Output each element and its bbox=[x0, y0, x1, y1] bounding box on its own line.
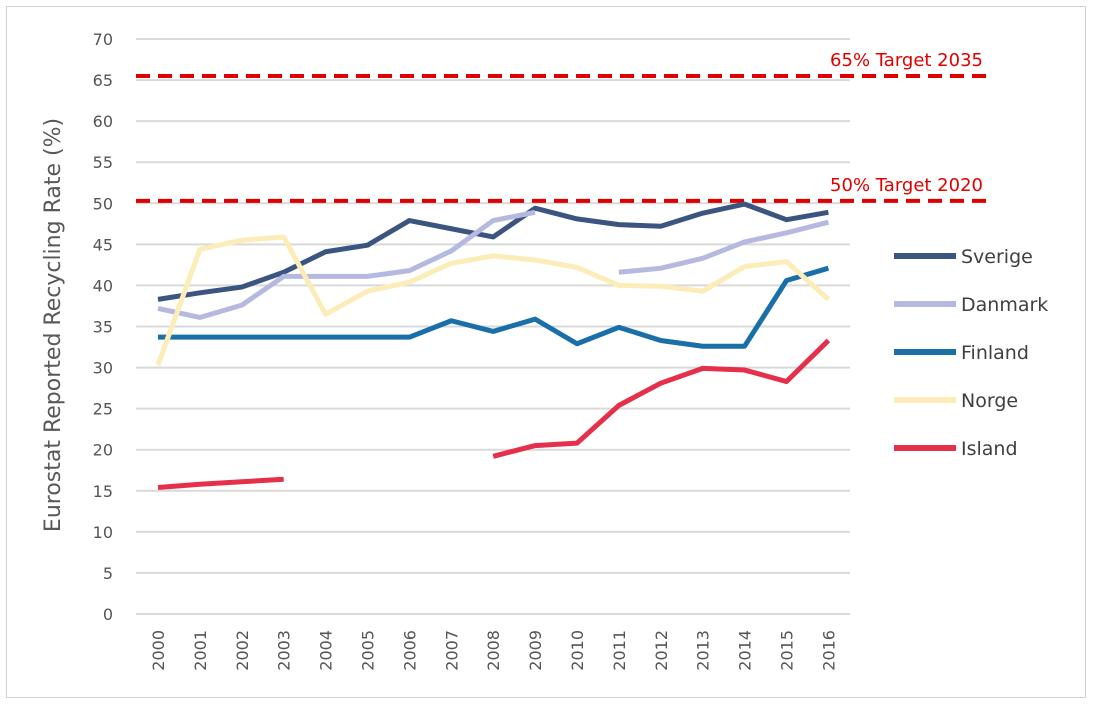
x-tick-label: 2007 bbox=[442, 630, 461, 671]
legend-label: Island bbox=[961, 438, 1018, 460]
x-tick-label: 2011 bbox=[610, 630, 629, 671]
chart-frame bbox=[6, 6, 1086, 698]
x-tick-label: 2009 bbox=[526, 630, 545, 671]
x-tick-label: 2000 bbox=[149, 630, 168, 671]
target-label: 65% Target 2035 bbox=[830, 50, 983, 71]
y-tick-label: 20 bbox=[93, 441, 113, 460]
y-tick-label: 15 bbox=[93, 482, 113, 501]
y-axis-ticks: 0 5 10 15 20 25 30 35 40 45 50 55 60 65 70 bbox=[93, 30, 113, 624]
series-lines bbox=[155, 201, 831, 490]
series-line-danmark bbox=[618, 219, 830, 275]
x-tick-label: 2004 bbox=[317, 630, 336, 671]
y-tick-label: 0 bbox=[103, 605, 113, 624]
y-tick-label: 10 bbox=[93, 523, 113, 542]
y-tick-label: 25 bbox=[93, 400, 113, 419]
y-axis-label: Eurostat Reported Recycling Rate (%) bbox=[41, 118, 66, 532]
x-tick-label: 2010 bbox=[568, 630, 587, 671]
y-tick-label: 65 bbox=[93, 71, 113, 90]
legend-label: Norge bbox=[961, 390, 1018, 412]
y-tick-label: 30 bbox=[93, 359, 113, 378]
x-tick-label: 2014 bbox=[736, 630, 755, 671]
x-axis-ticks: 2000 2001 2002 2003 2004 2005 2006 2007 2008 2009… bbox=[149, 630, 838, 671]
x-tick-label: 2015 bbox=[778, 630, 797, 671]
y-tick-label: 50 bbox=[93, 194, 113, 213]
y-tick-label: 5 bbox=[103, 564, 113, 583]
x-tick-label: 2005 bbox=[359, 630, 378, 671]
y-tick-label: 35 bbox=[93, 318, 113, 337]
x-tick-label: 2006 bbox=[400, 630, 419, 671]
y-tick-label: 45 bbox=[93, 235, 113, 254]
target-label: 50% Target 2020 bbox=[830, 175, 983, 196]
series-line-island bbox=[157, 476, 284, 490]
x-tick-label: 2008 bbox=[484, 630, 503, 671]
y-tick-label: 70 bbox=[93, 30, 113, 49]
legend-label: Sverige bbox=[961, 246, 1033, 268]
legend-label: Danmark bbox=[961, 294, 1048, 316]
x-tick-label: 2002 bbox=[233, 630, 252, 671]
y-tick-label: 60 bbox=[93, 112, 113, 131]
target-lines: 65% Target 2035 50% Target 2020 bbox=[136, 50, 992, 203]
x-tick-label: 2016 bbox=[819, 630, 838, 671]
y-tick-label: 55 bbox=[93, 153, 113, 172]
x-tick-label: 2013 bbox=[694, 630, 713, 671]
series-line-finland bbox=[158, 265, 830, 349]
x-tick-label: 2012 bbox=[652, 630, 671, 671]
series-line-norge bbox=[155, 234, 831, 366]
legend: Sverige Danmark Finland Norge Island bbox=[894, 246, 1048, 460]
series-line-island bbox=[492, 338, 831, 459]
x-tick-label: 2003 bbox=[275, 630, 294, 671]
legend-label: Finland bbox=[961, 342, 1029, 364]
series-line-danmark bbox=[157, 209, 536, 320]
gridlines bbox=[136, 38, 850, 615]
y-tick-label: 40 bbox=[93, 276, 113, 295]
series-line-sverige bbox=[157, 201, 829, 302]
x-tick-label: 2001 bbox=[191, 630, 210, 671]
